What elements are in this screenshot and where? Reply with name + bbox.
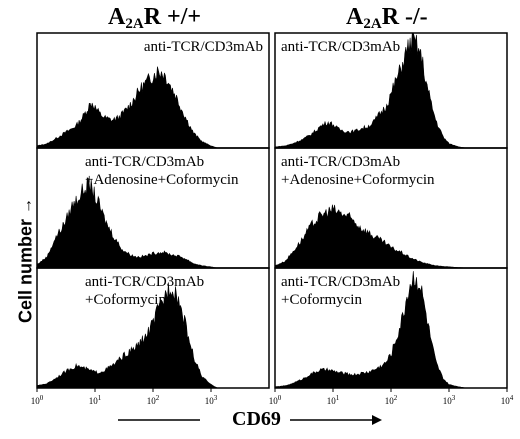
panel-label-line: anti-TCR/CD3mAb <box>281 39 400 55</box>
histogram-area <box>36 66 218 149</box>
panel-label-line: +Adenosine+Coformycin <box>281 172 435 188</box>
x-tick-label: 101 <box>89 394 102 406</box>
x-tick-label: 100 <box>31 394 44 406</box>
x-tick-label: 100 <box>269 394 282 406</box>
x-tick-label: 104 <box>501 394 514 406</box>
panel-label-line: anti-TCR/CD3mAb <box>85 154 204 170</box>
panel-label-line: +Coformycin <box>281 292 362 308</box>
x-tick-label: 102 <box>147 394 160 406</box>
histogram-panel-r2-c1: anti-TCR/CD3mAb +Coformycin <box>274 267 508 389</box>
histogram-area <box>274 204 467 269</box>
panel-label-line: anti-TCR/CD3mAb <box>281 274 400 290</box>
x-tick-label: 101 <box>327 394 340 406</box>
x-tick-label: 103 <box>205 394 218 406</box>
x-axis-label: CD69 <box>232 408 281 430</box>
y-axis-label: Cell number → <box>15 197 36 324</box>
histogram-area <box>36 282 218 389</box>
panel-label-line: +Adenosine+Coformycin <box>85 172 239 188</box>
panel-label-line: anti-TCR/CD3mAb <box>281 154 400 170</box>
histogram-panel-r0-c1: anti-TCR/CD3mAb <box>274 32 508 149</box>
histogram-panel-r2-c0: anti-TCR/CD3mAb +Coformycin <box>36 267 270 389</box>
histogram-panel-r1-c0: anti-TCR/CD3mAb +Adenosine+Coformycin <box>36 147 270 269</box>
x-tick-label: 102 <box>385 394 398 406</box>
histogram-area <box>274 271 467 389</box>
panel-label-line: anti-TCR/CD3mAb <box>85 274 204 290</box>
column-title-knockout: A2AR -/- <box>346 4 428 32</box>
histogram-area <box>36 177 218 269</box>
panel-label-line: +Coformycin <box>85 292 166 308</box>
panel-label-line: anti-TCR/CD3mAb <box>144 39 263 55</box>
column-title-wildtype: A2AR +/+ <box>108 4 202 32</box>
histogram-area <box>274 32 467 149</box>
histogram-panel-r1-c1: anti-TCR/CD3mAb +Adenosine+Coformycin <box>274 147 508 269</box>
histogram-panel-r0-c0: anti-TCR/CD3mAb <box>36 32 270 149</box>
x-tick-label: 103 <box>443 394 456 406</box>
